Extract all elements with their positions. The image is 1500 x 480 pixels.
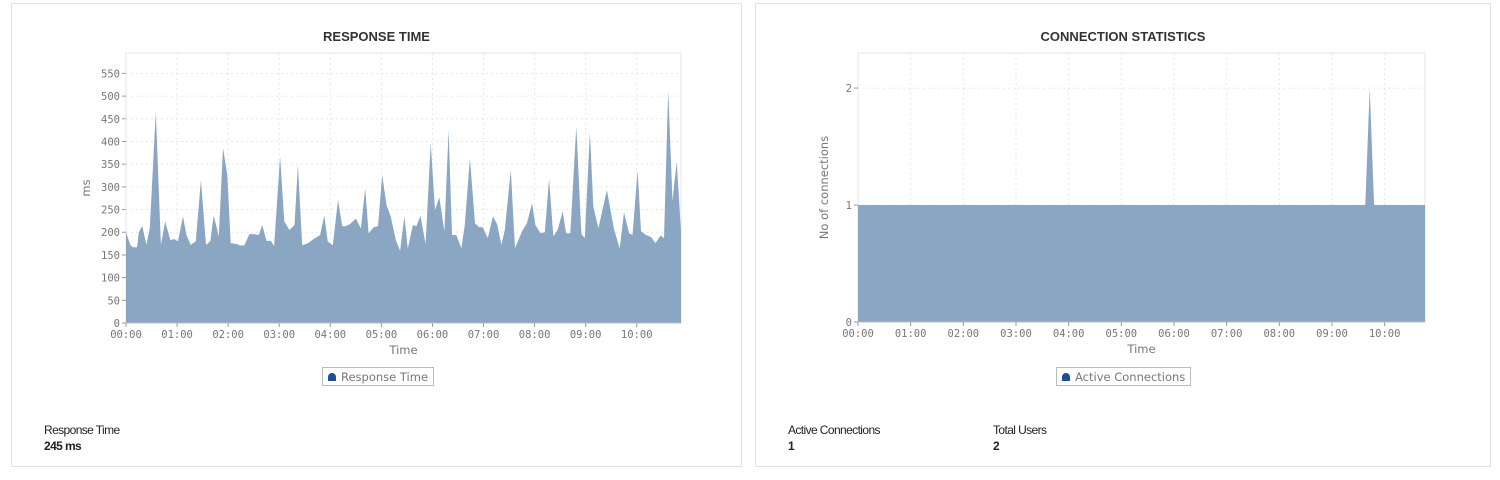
connection-statistics-panel: CONNECTION STATISTICS 0 1 2 00:00 01:00 02:00…	[755, 3, 1491, 467]
x-tick-label: 03:00	[263, 329, 295, 341]
y-tick-label: 100	[101, 273, 120, 285]
chart-title: RESPONSE TIME	[323, 29, 430, 44]
x-tick-label: 00:00	[110, 329, 142, 341]
y-tick-label: 500	[101, 91, 120, 103]
x-tick-label: 10:00	[1369, 328, 1401, 340]
x-tick-label: 07:00	[468, 329, 500, 341]
y-tick-label: 550	[101, 68, 120, 80]
y-tick-label: 1	[846, 200, 852, 212]
y-tick-label: 50	[107, 295, 120, 307]
x-tick-label: 02:00	[212, 329, 244, 341]
y-tick-label: 450	[101, 114, 120, 126]
legend-response-time[interactable]: Response Time	[322, 367, 435, 386]
response-time-chart: 0 50 100 150 200 250 300 350 400 450 500 550 00:00 01…	[79, 52, 682, 357]
x-tick-label: 04:00	[1053, 328, 1085, 340]
stat-value: 245 ms	[44, 439, 82, 453]
y-tick-label: 400	[101, 136, 120, 148]
legend-swatch-icon	[1062, 373, 1070, 381]
x-tick-label: 06:00	[417, 329, 449, 341]
x-tick-label: 05:00	[366, 329, 398, 341]
stat-label: Response Time	[44, 423, 120, 437]
series-area-response-time	[126, 90, 681, 323]
x-tick-label: 09:00	[570, 329, 602, 341]
y-tick-label: 250	[101, 205, 120, 217]
stat-label: Active Connections	[788, 423, 881, 437]
stat-label: Total Users	[993, 423, 1047, 437]
x-tick-label: 02:00	[948, 328, 980, 340]
stat-value: 2	[993, 439, 1000, 453]
x-axis-label: Time	[1126, 342, 1155, 356]
x-tick-label: 00:00	[842, 328, 874, 340]
x-tick-label: 01:00	[895, 328, 927, 340]
legend-active-connections[interactable]: Active Connections	[1056, 367, 1192, 386]
connection-statistics-chart: 0 1 2 00:00 01:00 02:00 03:00 04:00 05:00 06:00 07…	[817, 52, 1426, 356]
y-tick-label: 2	[846, 83, 852, 95]
legend-label: Response Time	[341, 370, 429, 384]
x-tick-label: 10:00	[621, 329, 653, 341]
y-tick-label: 300	[101, 182, 120, 194]
x-axis-label: Time	[388, 343, 417, 357]
x-tick-label: 09:00	[1316, 328, 1348, 340]
x-tick-label: 06:00	[1158, 328, 1190, 340]
y-tick-label: 150	[101, 250, 120, 262]
stat-active-connections: Active Connections 1	[788, 423, 881, 453]
x-tick-label: 08:00	[519, 329, 551, 341]
y-tick-label: 0	[846, 317, 852, 329]
x-tick-label: 04:00	[314, 329, 346, 341]
response-time-panel: RESPONSE TIME 0 50 100 150 200 250 300 350 400 45…	[11, 3, 742, 467]
x-tick-label: 01:00	[161, 329, 193, 341]
y-tick-label: 350	[101, 159, 120, 171]
chart-title: CONNECTION STATISTICS	[1040, 29, 1206, 44]
x-tick-label: 08:00	[1263, 328, 1295, 340]
y-tick-label: 200	[101, 227, 120, 239]
stat-response-time: Response Time 245 ms	[44, 423, 120, 453]
stat-total-users: Total Users 2	[993, 423, 1047, 453]
x-tick-label: 05:00	[1106, 328, 1138, 340]
y-tick-label: 0	[114, 318, 120, 330]
x-tick-label: 03:00	[1000, 328, 1032, 340]
legend-swatch-icon	[328, 373, 336, 381]
stat-value: 1	[788, 439, 795, 453]
y-axis-label: ms	[79, 179, 93, 196]
y-axis-label: No of connections	[817, 136, 831, 239]
legend-label: Active Connections	[1075, 370, 1186, 384]
series-area-active-connections	[858, 88, 1425, 322]
x-tick-label: 07:00	[1211, 328, 1243, 340]
